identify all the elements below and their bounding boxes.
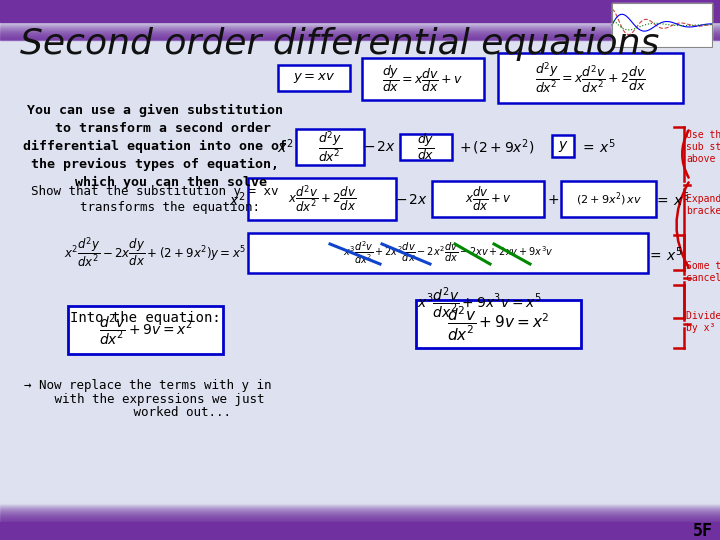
Bar	[0, 505, 720, 506]
Bar	[0, 514, 720, 515]
Bar	[362, 58, 484, 100]
Text: $x^2$: $x^2$	[276, 138, 293, 156]
Bar	[68, 306, 223, 354]
Text: which you can then solve: which you can then solve	[43, 176, 267, 188]
Text: $\dfrac{dy}{dx} = x\dfrac{dv}{dx} + v$: $\dfrac{dy}{dx} = x\dfrac{dv}{dx} + v$	[382, 64, 464, 94]
Bar	[0, 28, 720, 29]
Bar	[0, 522, 720, 540]
Bar	[0, 34, 720, 35]
Bar	[0, 32, 720, 33]
Bar	[400, 134, 452, 160]
Text: $-\,2x$: $-\,2x$	[364, 140, 397, 154]
Bar	[0, 518, 720, 519]
Bar	[0, 26, 720, 27]
Text: $(2+9x^2)\,xv$: $(2+9x^2)\,xv$	[575, 190, 642, 208]
Text: $+\,(2+9x^2)$: $+\,(2+9x^2)$	[459, 137, 535, 157]
Text: to transform a second order: to transform a second order	[39, 122, 271, 134]
Text: $x^2$: $x^2$	[228, 191, 245, 210]
Text: $x\dfrac{dv}{dx} + v$: $x\dfrac{dv}{dx} + v$	[464, 185, 511, 213]
Bar	[0, 39, 720, 40]
Text: $\dfrac{d^2y}{dx^2} = x\dfrac{d^2v}{dx^2} + 2\dfrac{dv}{dx}$: $\dfrac{d^2y}{dx^2} = x\dfrac{d^2v}{dx^2…	[535, 60, 646, 96]
Bar	[612, 3, 712, 47]
Bar	[0, 517, 720, 518]
Bar	[0, 512, 720, 513]
Bar	[0, 27, 720, 28]
Bar	[0, 508, 720, 509]
Bar	[0, 509, 720, 510]
Bar	[0, 0, 720, 22]
Text: $y$: $y$	[558, 138, 568, 153]
Text: You can use a given substitution: You can use a given substitution	[27, 104, 283, 117]
Text: $=\,x^5$: $=\,x^5$	[647, 246, 683, 264]
Text: the previous types of equation,: the previous types of equation,	[31, 158, 279, 171]
Bar	[0, 520, 720, 521]
Text: Into the equation:: Into the equation:	[70, 311, 220, 325]
Bar	[0, 510, 720, 511]
Text: Expand the
brackets: Expand the brackets	[686, 194, 720, 216]
Bar	[0, 515, 720, 516]
Text: $-\,2x$: $-\,2x$	[395, 193, 428, 207]
Bar	[416, 300, 581, 348]
Bar	[552, 135, 574, 157]
Bar	[0, 521, 720, 522]
Bar	[248, 233, 648, 273]
Bar	[0, 516, 720, 517]
Bar	[0, 38, 720, 39]
Bar	[0, 506, 720, 507]
Text: $=\,x^5$: $=\,x^5$	[654, 191, 690, 210]
Bar	[0, 504, 720, 505]
Bar	[0, 30, 720, 31]
Text: $y = xv$: $y = xv$	[293, 71, 335, 85]
Text: $\dfrac{dy}{dx}$: $\dfrac{dy}{dx}$	[418, 132, 435, 163]
Bar	[0, 22, 720, 23]
Text: worked out...: worked out...	[66, 407, 230, 420]
Bar	[0, 519, 720, 520]
Bar	[0, 29, 720, 30]
Text: $+$: $+$	[547, 193, 559, 207]
Text: with the expressions we just: with the expressions we just	[32, 393, 264, 406]
Text: $\dfrac{d^2y}{dx^2}$: $\dfrac{d^2y}{dx^2}$	[318, 130, 342, 164]
Text: $\dfrac{d^2v}{dx^2} + 9v = x^2$: $\dfrac{d^2v}{dx^2} + 9v = x^2$	[447, 305, 550, 343]
Text: Show that the substitution y = xv: Show that the substitution y = xv	[31, 186, 279, 199]
Bar	[278, 65, 350, 91]
Text: $\dfrac{d^2v}{dx^2} + 9v = x^2$: $\dfrac{d^2v}{dx^2} + 9v = x^2$	[99, 312, 192, 348]
Text: 5F: 5F	[693, 522, 713, 540]
Bar	[296, 129, 364, 165]
Bar	[248, 178, 396, 220]
Text: $x^2\dfrac{d^2y}{dx^2} - 2x\dfrac{dy}{dx} + (2+9x^2)y = x^5$: $x^2\dfrac{d^2y}{dx^2} - 2x\dfrac{dy}{dx…	[64, 236, 246, 270]
Bar	[498, 53, 683, 103]
Bar	[432, 181, 544, 217]
Text: $x^3\dfrac{d^2v}{dx^2} + 2x^2\dfrac{dv}{dx} - 2x^2\dfrac{dv}{dx} - 2xv + 2xv + 9: $x^3\dfrac{d^2v}{dx^2} + 2x^2\dfrac{dv}{…	[343, 240, 553, 266]
Bar	[0, 31, 720, 32]
Text: Some terms
cancel out: Some terms cancel out	[686, 261, 720, 283]
Bar	[0, 36, 720, 37]
Text: Divide all
by x³: Divide all by x³	[686, 311, 720, 333]
Text: Use the
sub stitutions
above: Use the sub stitutions above	[686, 130, 720, 164]
Bar	[0, 37, 720, 38]
Text: transforms the equation:: transforms the equation:	[50, 200, 260, 213]
Text: differential equation into one of: differential equation into one of	[23, 139, 287, 152]
Text: Second order differential equations: Second order differential equations	[20, 27, 660, 61]
Bar	[612, 3, 712, 47]
Bar	[0, 511, 720, 512]
Text: $=\,x^5$: $=\,x^5$	[580, 138, 616, 156]
Text: $x\dfrac{d^2v}{dx^2} + 2\dfrac{dv}{dx}$: $x\dfrac{d^2v}{dx^2} + 2\dfrac{dv}{dx}$	[288, 183, 356, 215]
Text: $x^3\dfrac{d^2v}{dx^2} + 9x^3v = x^5$: $x^3\dfrac{d^2v}{dx^2} + 9x^3v = x^5$	[418, 285, 543, 321]
Bar	[0, 23, 720, 24]
Bar	[0, 35, 720, 36]
Bar	[0, 25, 720, 26]
Bar	[0, 33, 720, 34]
Bar	[0, 507, 720, 508]
Bar	[561, 181, 656, 217]
Bar	[0, 513, 720, 514]
Text: → Now replace the terms with y in: → Now replace the terms with y in	[24, 379, 271, 392]
Bar	[0, 24, 720, 25]
